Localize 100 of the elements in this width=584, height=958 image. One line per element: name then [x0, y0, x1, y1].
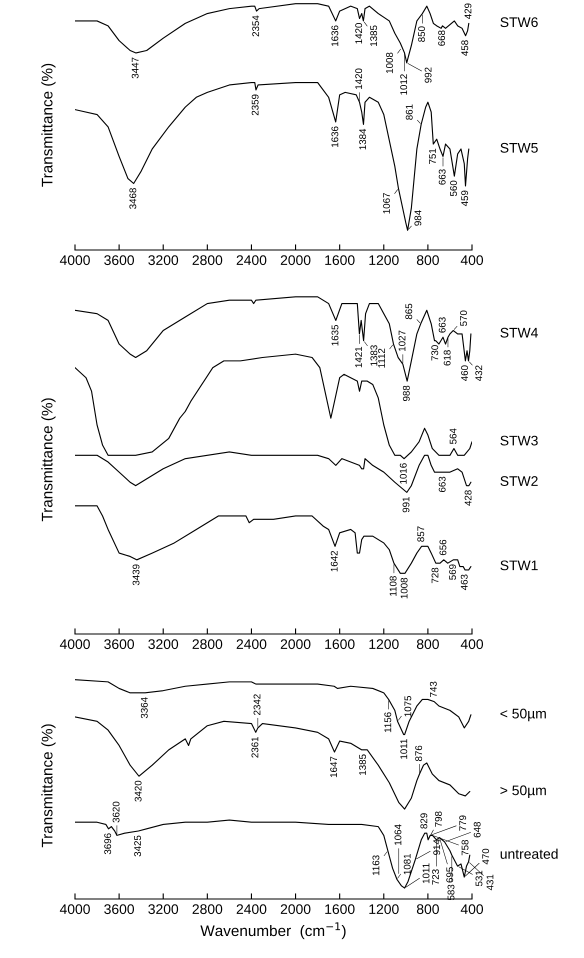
text: < 50µm: [500, 708, 546, 722]
annotation: 984: [414, 210, 422, 226]
annotation: 865: [405, 304, 412, 320]
annotation: 751: [429, 148, 436, 164]
annotation: 991: [402, 497, 410, 512]
annotation: 460: [461, 365, 468, 382]
x-tick-label: 1200: [369, 639, 399, 650]
annotation: 743: [430, 682, 437, 697]
annotation: 431: [486, 874, 494, 890]
annotation: 988: [402, 386, 410, 402]
x-tick-label: 1600: [325, 639, 355, 650]
annotation: 876: [415, 746, 422, 762]
annotation: 2361: [251, 736, 258, 758]
annotation: 3468: [129, 188, 136, 209]
annotation: 730: [431, 345, 438, 361]
x-tick-label: 4000: [60, 639, 90, 650]
x-tick-label: 1200: [369, 904, 399, 914]
text: STW4: [500, 328, 538, 338]
x-tick-label: 2800: [192, 639, 222, 650]
annotation: 1642: [330, 550, 338, 572]
x-tick-label: 3600: [104, 904, 134, 914]
annotation: 829: [420, 813, 428, 829]
annotation: 1064: [394, 824, 402, 845]
annotation: 1156: [384, 712, 392, 732]
x-tick-label: 3200: [148, 255, 178, 266]
y-axis-title: Transmittance (%): [41, 64, 56, 187]
x-tick-label: 400: [460, 639, 484, 650]
annotation: 1011: [422, 863, 430, 884]
text: untreated: [500, 848, 558, 859]
annotation: 3420: [134, 780, 142, 802]
x-tick-label: 4000: [60, 255, 90, 266]
y-axis-title: Transmittance (%): [41, 724, 56, 848]
x-tick-label: 1600: [325, 255, 355, 266]
annotation: 458: [461, 40, 468, 56]
x-tick-label: 2000: [280, 255, 310, 266]
annotation: 470: [482, 848, 490, 864]
x-tick-label: 2400: [236, 255, 266, 266]
annotation: 663: [438, 169, 446, 185]
annotation: 1112: [378, 348, 385, 368]
x-tick-label: 2400: [236, 639, 266, 650]
annotation: 2359: [252, 94, 259, 116]
text: > 50µm: [500, 785, 546, 798]
annotation: 1163: [372, 855, 380, 876]
annotation: 531: [476, 870, 482, 886]
x-tick-label: 2000: [280, 639, 310, 650]
x-tick-label: 800: [416, 904, 439, 914]
text: STW3: [500, 436, 538, 446]
x-tick-label: 3200: [148, 904, 178, 914]
x-tick-label: 3600: [104, 255, 134, 266]
annotation: 3439: [132, 564, 140, 586]
x-tick-label: 4000: [60, 904, 90, 914]
annotation: 1016: [400, 463, 407, 484]
annotation: 695: [446, 867, 454, 882]
annotation: 1008: [386, 52, 393, 74]
x-tick-label: 800: [416, 255, 439, 266]
annotation: 1027: [398, 330, 406, 351]
x-tick-label: 400: [460, 904, 484, 914]
annotation: 429: [464, 3, 472, 20]
x-tick-label: 1600: [325, 904, 355, 914]
annotation: 3364: [140, 697, 148, 718]
x-tick-label: 3200: [148, 639, 178, 650]
annotation: 3620: [112, 802, 120, 823]
annotation: 3696: [104, 833, 112, 854]
annotation: 668: [438, 30, 446, 46]
text: STW6: [500, 17, 538, 28]
text: STW2: [500, 476, 538, 486]
annotation: 1067: [383, 193, 390, 214]
x-tick-label: 1200: [369, 255, 399, 266]
annotation: 1385: [359, 754, 366, 775]
annotation: 1635: [332, 324, 338, 346]
annotation: 463: [460, 574, 468, 590]
y-axis-title: Transmittance (%): [41, 398, 56, 522]
annotation: 1011: [400, 739, 408, 759]
annotation: 663: [438, 476, 446, 492]
annotation: 1075: [404, 696, 412, 716]
text: STW5: [500, 142, 538, 153]
annotation: 428: [464, 490, 472, 506]
x-tick-label: 400: [460, 255, 484, 266]
annotation: 798: [434, 811, 442, 827]
annotation: 1384: [359, 128, 366, 150]
annotation: 1420: [355, 23, 362, 44]
annotation: 723: [432, 869, 439, 885]
x-tick-label: 2400: [236, 904, 266, 914]
annotation: 992: [424, 67, 432, 83]
x-tick-label: 800: [416, 639, 439, 650]
x-tick-label: 2800: [192, 255, 222, 266]
annotation: 459: [461, 190, 468, 206]
annotation: 914: [433, 839, 440, 855]
annotation: 3447: [132, 58, 139, 78]
annotation: 3425: [134, 836, 142, 856]
annotation: 560: [450, 180, 457, 196]
annotation: 1383: [370, 345, 378, 366]
annotation: 758: [462, 840, 468, 856]
annotation: 618: [444, 350, 451, 366]
annotation: 656: [439, 540, 446, 556]
annotation: 1012: [400, 74, 408, 95]
annotation: 569: [449, 564, 456, 580]
annotation: 2342: [254, 694, 260, 715]
annotation: 1008: [400, 578, 408, 598]
annotation: 663: [438, 317, 446, 333]
